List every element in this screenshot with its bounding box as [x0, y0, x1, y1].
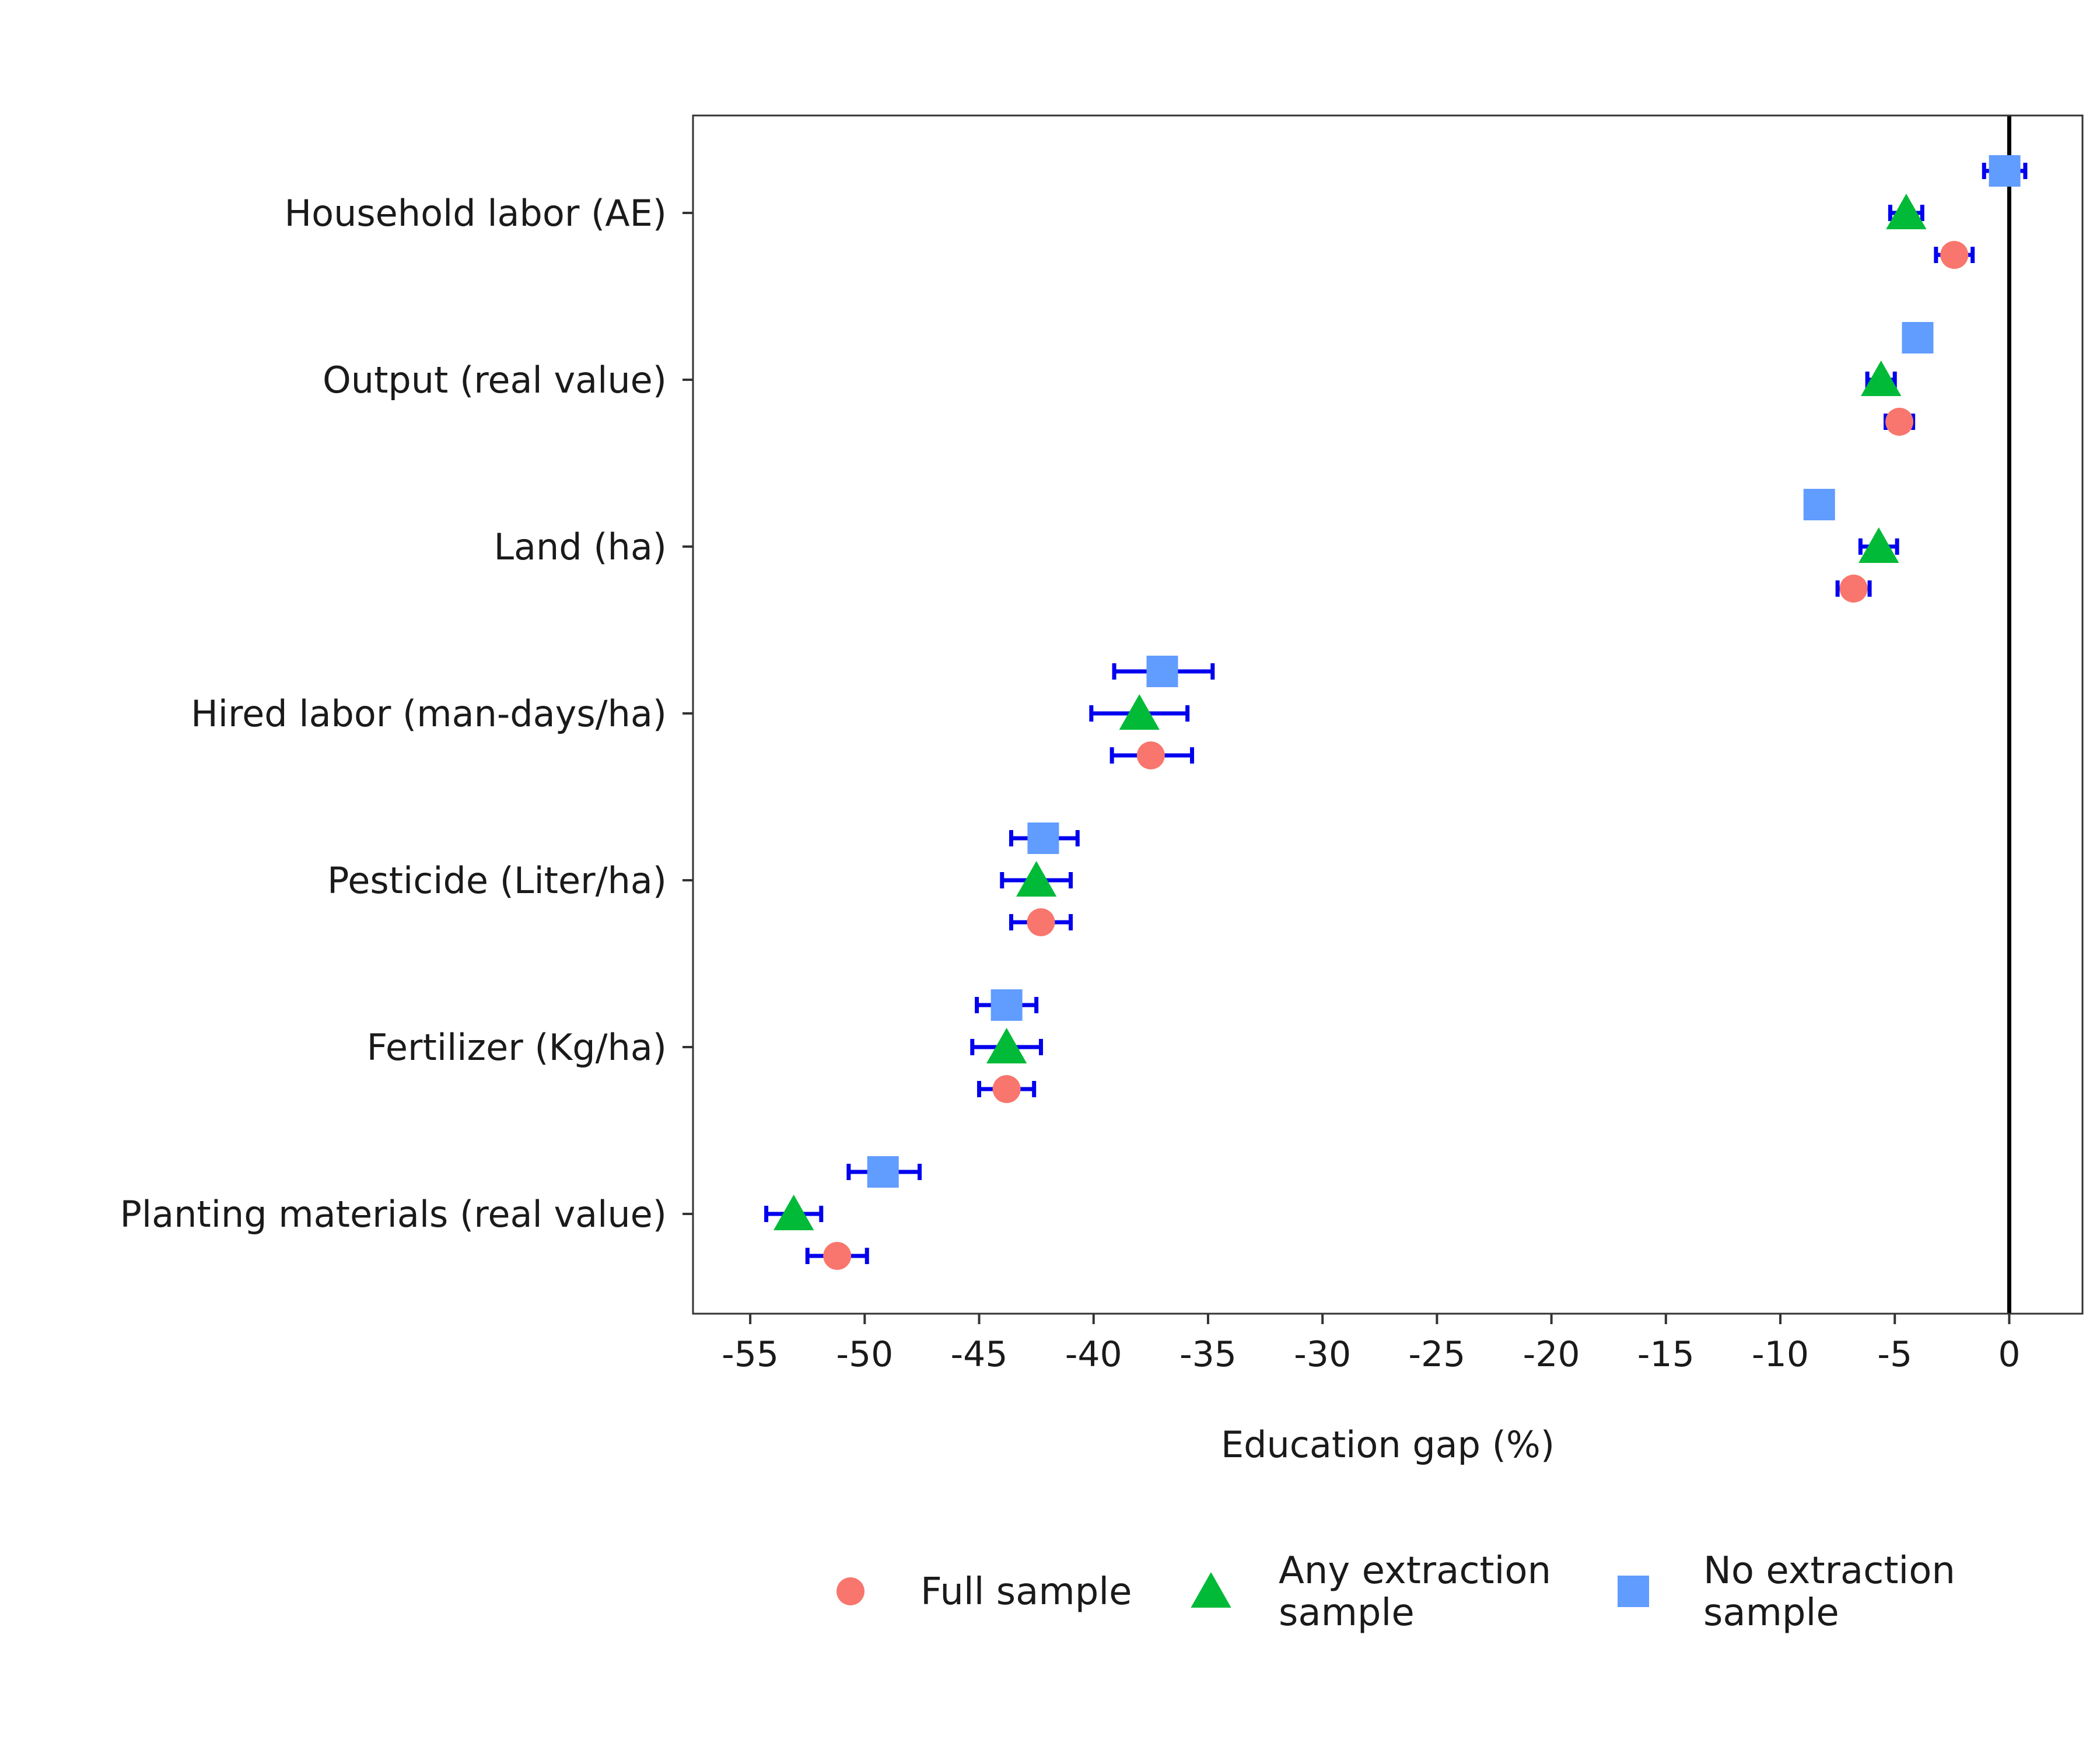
data-point-triangle — [1859, 527, 1899, 564]
data-point-circle — [992, 1075, 1021, 1103]
data-point-circle — [1885, 408, 1914, 436]
data-point-circle — [823, 1242, 852, 1270]
data-point-triangle — [1861, 360, 1902, 397]
y-tick-label: Household labor (AE) — [285, 192, 667, 235]
data-point-square — [1027, 822, 1059, 854]
data-point-circle — [1940, 241, 1969, 269]
y-tick-label: Planting materials (real value) — [120, 1193, 667, 1236]
x-tick-label: -40 — [1065, 1334, 1122, 1375]
plot-frame — [692, 114, 2084, 1315]
x-tick-label: -15 — [1637, 1334, 1695, 1375]
data-point-circle — [1136, 741, 1165, 769]
legend-marker-triangle — [1191, 1572, 1231, 1608]
data-point-square — [867, 1156, 899, 1188]
data-point-triangle — [1119, 694, 1160, 730]
x-tick-label: -10 — [1752, 1334, 1809, 1375]
x-tick-label: -35 — [1180, 1334, 1237, 1375]
x-tick-label: -25 — [1408, 1334, 1465, 1375]
data-point-square — [1146, 656, 1178, 687]
y-tick-label: Pesticide (Liter/ha) — [327, 859, 667, 902]
data-point-triangle — [1016, 861, 1057, 897]
legend-label: Any extraction sample — [1279, 1549, 1551, 1634]
data-point-square — [1803, 489, 1835, 520]
data-point-circle — [1839, 575, 1868, 603]
x-tick-label: -50 — [836, 1334, 893, 1375]
x-tick-label: -5 — [1877, 1334, 1912, 1375]
legend-label: Full sample — [921, 1570, 1132, 1614]
data-point-triangle — [1886, 194, 1927, 230]
data-point-square — [1902, 322, 1934, 354]
legend: Full sample Any extraction sample No extrac… — [836, 1549, 1955, 1634]
x-axis-label: Education gap (%) — [1221, 1423, 1555, 1466]
x-tick-label: -45 — [951, 1334, 1008, 1375]
y-tick-label: Land (ha) — [494, 526, 667, 568]
plot-layer: -55 -50 -45 -40 -35 -30 -25 -20 -15 -10 -5 0Househo… — [120, 116, 2028, 1375]
data-point-square — [1989, 155, 2021, 187]
y-tick-label: Fertilizer (Kg/ha) — [367, 1026, 667, 1069]
x-tick-label: -20 — [1523, 1334, 1580, 1375]
x-tick-label: -30 — [1294, 1334, 1351, 1375]
legend-marker-square — [1618, 1576, 1649, 1607]
legend-marker-circle — [836, 1577, 864, 1605]
x-tick-label: -55 — [722, 1334, 779, 1375]
legend-label: No extraction sample — [1703, 1549, 1955, 1634]
data-point-triangle — [774, 1195, 814, 1231]
x-tick-label: 0 — [1998, 1334, 2020, 1375]
y-tick-label: Hired labor (man-days/ha) — [191, 692, 667, 735]
y-tick-label: Output (real value) — [323, 359, 667, 401]
data-point-circle — [1027, 908, 1055, 936]
data-point-square — [991, 989, 1023, 1021]
data-point-triangle — [986, 1028, 1027, 1064]
